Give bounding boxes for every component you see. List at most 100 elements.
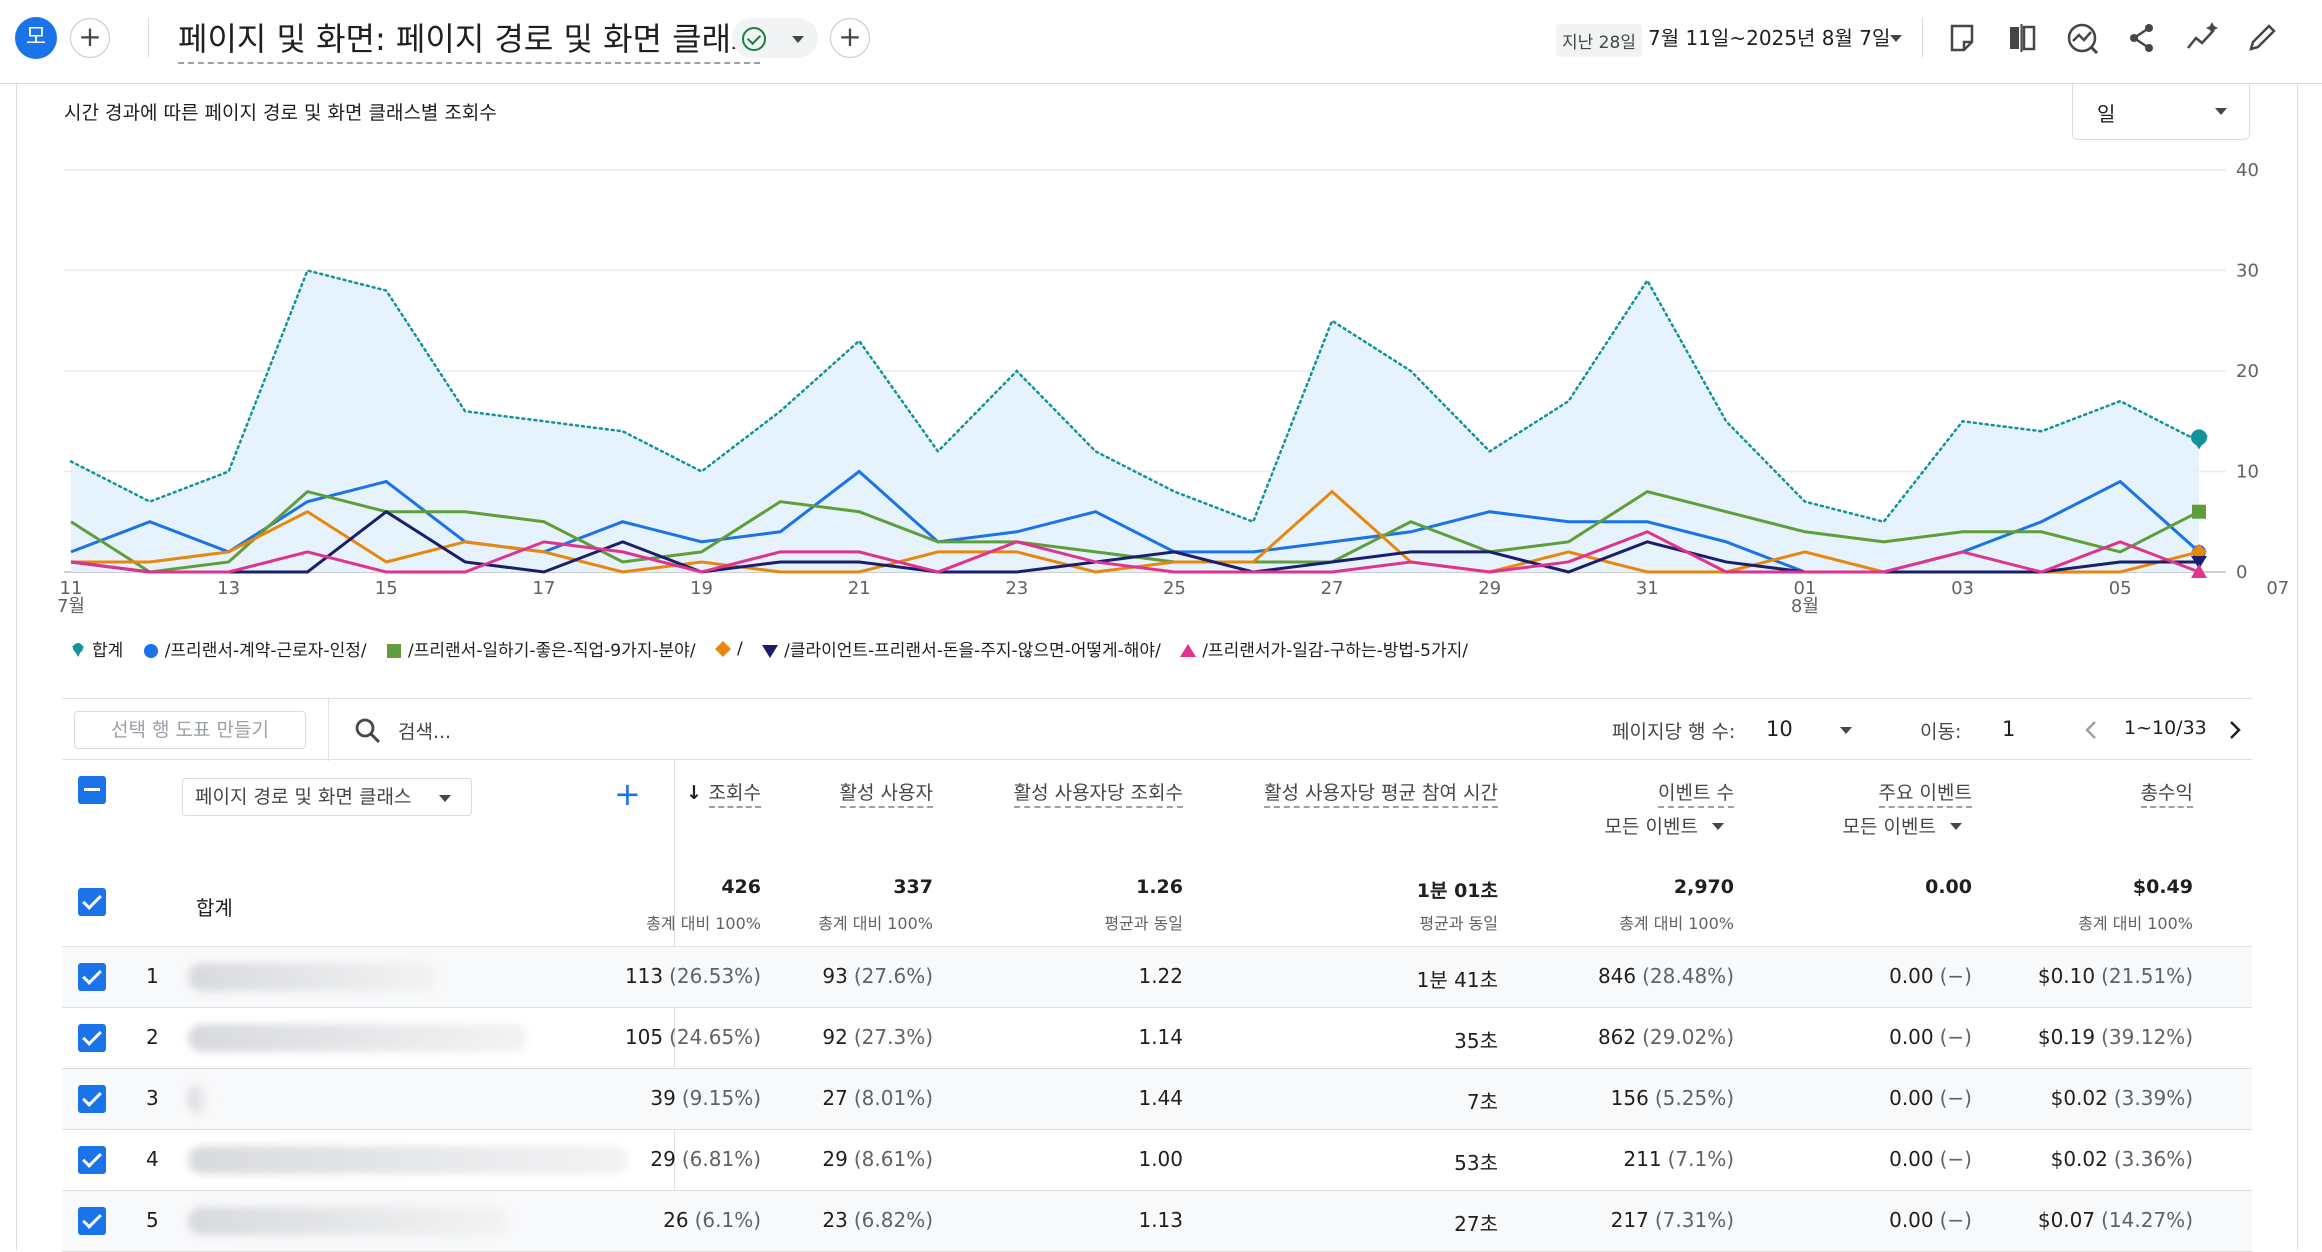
redacted-page-path[interactable]: [188, 963, 438, 991]
column-header[interactable]: ↓ 조회수: [686, 778, 761, 808]
compare-columns-icon[interactable]: [2002, 18, 2042, 58]
table-cell: 1분 41초: [1417, 964, 1498, 993]
add-report-button[interactable]: +: [830, 18, 870, 58]
column-header[interactable]: 활성 사용자: [839, 778, 933, 808]
granularity-value: 일: [2097, 102, 2116, 126]
column-header-label: 이벤트 수: [1658, 782, 1734, 808]
row-checkbox[interactable]: [78, 1207, 106, 1235]
cell-value: 0.00: [1889, 1147, 1934, 1171]
column-header-label: 활성 사용자: [839, 782, 933, 808]
chevron-down-icon[interactable]: [1840, 727, 1852, 734]
dimension-select[interactable]: 페이지 경로 및 화면 클래스: [182, 778, 472, 816]
select-all-checkbox[interactable]: [78, 776, 106, 804]
cell-value: 113: [624, 964, 664, 988]
add-dimension-button[interactable]: +: [614, 775, 641, 813]
column-header[interactable]: 이벤트 수: [1658, 778, 1734, 808]
column-header[interactable]: 활성 사용자당 평균 참여 시간: [1264, 778, 1498, 808]
share-icon[interactable]: [2122, 18, 2162, 58]
edit-pencil-icon[interactable]: [2242, 18, 2282, 58]
column-header[interactable]: 주요 이벤트: [1878, 778, 1972, 808]
circle-marker-icon: [143, 644, 158, 658]
legend-item-series-1[interactable]: /프리랜서-계약-근로자-인정/: [143, 636, 367, 661]
column-header[interactable]: 총수익: [2140, 778, 2193, 808]
table-cell: 113 (26.53%): [625, 964, 761, 988]
date-range-dropdown-icon[interactable]: [1890, 35, 1902, 42]
legend-item-series-5[interactable]: /프리랜서가-일감-구하는-방법-5가지/: [1180, 636, 1468, 661]
legend-item-series-4[interactable]: /클라이언트-프리랜서-돈을-주지-않으면-어떻게-해야/: [762, 636, 1161, 661]
avatar[interactable]: 모: [15, 17, 57, 59]
cell-value: $0.02: [2050, 1147, 2108, 1171]
rows-per-page-select[interactable]: 10: [1766, 717, 1793, 741]
series-end-marker: [2192, 504, 2206, 519]
legend-item-series-3[interactable]: /: [714, 638, 743, 659]
chevron-down-icon: [2215, 108, 2227, 115]
cell-percent: (6.82%): [853, 1208, 933, 1232]
table-cell: 0.00 (−): [1889, 964, 1972, 988]
row-checkbox[interactable]: [78, 1146, 106, 1174]
table-cell: 0.00 (−): [1889, 1147, 1972, 1171]
redacted-page-path[interactable]: [188, 1207, 508, 1235]
cell-value: 93: [822, 964, 848, 988]
table-cell: 7초: [1467, 1086, 1498, 1115]
annotation-icon[interactable]: [1942, 18, 1982, 58]
top-bar: 모 + 페이지 및 화면: 페이지 경로 및 화면 클래스 + 지난 28일 7…: [0, 0, 2322, 84]
cell-value: $0.02: [2050, 1086, 2108, 1110]
row-checkbox[interactable]: [78, 963, 106, 991]
cell-value: $0.07: [2037, 1208, 2096, 1232]
event-filter-select[interactable]: 모든 이벤트: [1604, 816, 1698, 838]
date-range-label: 지난 28일: [1556, 24, 1642, 57]
legend-item-series-2[interactable]: /프리랜서-일하기-좋은-직업-9가지-분야/: [386, 636, 696, 661]
chevron-down-icon[interactable]: [1712, 823, 1724, 830]
row-checkbox[interactable]: [78, 1024, 106, 1052]
table-cell: 93 (27.6%): [822, 964, 933, 988]
row-checkbox[interactable]: [78, 1085, 106, 1113]
total-row-checkbox[interactable]: [78, 888, 106, 916]
previous-page-icon[interactable]: [2082, 719, 2100, 741]
row-divider: [62, 1129, 2252, 1130]
insights-icon[interactable]: [2062, 18, 2102, 58]
status-dropdown[interactable]: [732, 18, 818, 58]
table-cell: 23 (6.82%): [822, 1208, 933, 1232]
legend-label: /프리랜서-계약-근로자-인정/: [164, 641, 367, 661]
x-tick-label: 13: [217, 578, 240, 599]
table-cell: $0.02 (3.39%): [2051, 1086, 2193, 1110]
sort-descending-icon: ↓: [686, 782, 709, 804]
cell-percent: (−): [1939, 1208, 1972, 1232]
granularity-select[interactable]: 일: [2072, 84, 2250, 140]
redacted-page-path[interactable]: [188, 1085, 208, 1113]
page-title[interactable]: 페이지 및 화면: 페이지 경로 및 화면 클래스: [178, 14, 761, 64]
create-chart-button[interactable]: 선택 행 도표 만들기: [74, 711, 306, 749]
x-tick-label: 03: [1951, 578, 1974, 599]
table-cell: 53초: [1454, 1147, 1498, 1176]
cell-percent: (21.51%): [2101, 964, 2193, 988]
cell-percent: (−): [1939, 964, 1972, 988]
cell-value: 1.14: [1138, 1025, 1183, 1049]
legend-label: /: [736, 638, 743, 659]
row-divider: [62, 1190, 2252, 1191]
redacted-page-path[interactable]: [188, 1146, 628, 1174]
column-total: 1.26: [1136, 876, 1183, 898]
search-input[interactable]: 검색...: [398, 721, 452, 743]
redacted-page-path[interactable]: [188, 1024, 528, 1052]
x-tick-label: 05: [2109, 578, 2132, 599]
x-tick-label: 07: [2266, 578, 2289, 599]
event-filter-select[interactable]: 모든 이벤트: [1842, 816, 1936, 838]
column-total-note: 총계 대비 100%: [2078, 914, 2193, 933]
date-range-picker[interactable]: 7월 11일~2025년 8월 7일: [1648, 26, 1891, 50]
x-tick-sublabel: 8월: [1791, 596, 1819, 617]
legend-item-total[interactable]: 합계: [70, 636, 123, 661]
next-page-icon[interactable]: [2226, 719, 2244, 741]
row-number: 2: [146, 1025, 159, 1049]
triangle-down-marker-icon: [762, 645, 779, 658]
column-header-label: 활성 사용자당 조회수: [1013, 782, 1183, 808]
cell-value: 0.00: [1889, 1208, 1934, 1232]
add-comparison-button[interactable]: +: [70, 18, 110, 58]
cell-value: 7초: [1466, 1090, 1498, 1114]
x-tick-label: 29: [1478, 578, 1501, 599]
trend-sparkle-icon[interactable]: [2182, 18, 2222, 58]
goto-page-input[interactable]: 1: [2002, 717, 2016, 741]
column-header[interactable]: 활성 사용자당 조회수: [1013, 778, 1183, 808]
series-end-marker: [2191, 564, 2207, 578]
cell-percent: (6.81%): [681, 1147, 761, 1171]
chevron-down-icon[interactable]: [1950, 823, 1962, 830]
